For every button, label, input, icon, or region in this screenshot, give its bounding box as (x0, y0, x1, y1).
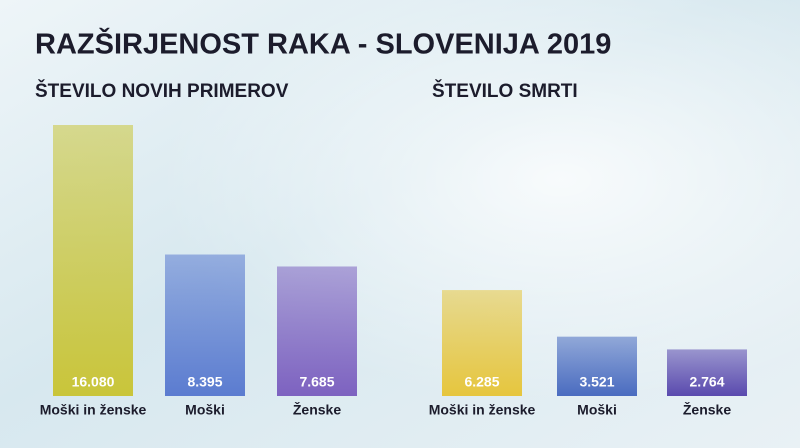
chart-subtitle: ŠTEVILO NOVIH PRIMEROV (35, 80, 289, 102)
category-label: Moški in ženske (40, 402, 147, 418)
value-label: 2.764 (689, 374, 724, 390)
bar (277, 266, 357, 396)
value-label: 16.080 (72, 374, 115, 390)
bar (557, 336, 637, 396)
category-label: Ženske (293, 401, 341, 418)
bar (667, 349, 747, 396)
bar (53, 125, 133, 396)
value-label: 8.395 (187, 374, 222, 390)
chart-subtitle: ŠTEVILO SMRTI (432, 80, 578, 102)
value-label: 3.521 (579, 374, 614, 390)
bar (442, 290, 522, 396)
category-label: Moški (577, 402, 617, 418)
value-label: 6.285 (464, 374, 499, 390)
bar (165, 254, 245, 396)
category-label: Ženske (683, 401, 731, 418)
value-label: 7.685 (299, 374, 334, 390)
page-title: RAZŠIRJENOST RAKA - SLOVENIJA 2019 (35, 27, 611, 61)
category-label: Moški in ženske (429, 402, 536, 418)
category-label: Moški (185, 402, 225, 418)
